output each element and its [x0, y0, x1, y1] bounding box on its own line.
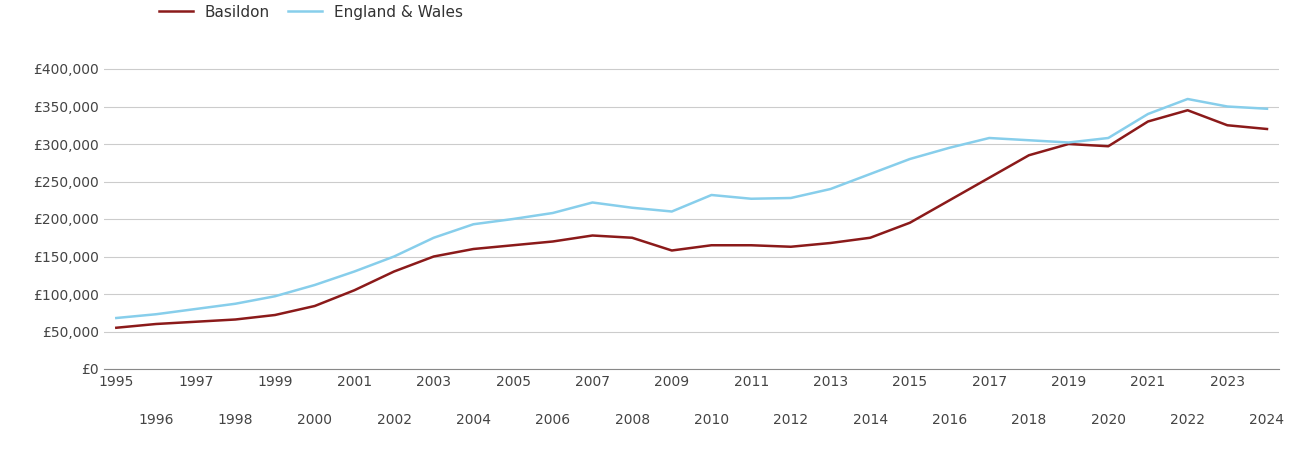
Basildon	[466, 246, 482, 252]
Text: 2020: 2020	[1091, 414, 1126, 428]
England & Wales	[108, 315, 124, 321]
England & Wales	[1141, 111, 1156, 117]
Basildon	[744, 243, 760, 248]
Text: 2012: 2012	[774, 414, 808, 428]
England & Wales	[942, 145, 958, 150]
England & Wales	[466, 221, 482, 227]
England & Wales	[149, 311, 164, 317]
England & Wales	[1180, 96, 1195, 102]
England & Wales	[545, 210, 561, 216]
Text: 2010: 2010	[694, 414, 729, 428]
England & Wales	[1100, 135, 1116, 141]
England & Wales	[624, 205, 639, 211]
Text: 1998: 1998	[218, 414, 253, 428]
Text: 1996: 1996	[138, 414, 174, 428]
England & Wales	[307, 282, 322, 288]
Basildon	[703, 243, 719, 248]
Basildon	[783, 244, 799, 249]
England & Wales	[386, 254, 402, 259]
England & Wales	[1219, 104, 1235, 109]
Basildon	[664, 248, 680, 253]
Basildon	[425, 254, 441, 259]
England & Wales	[1259, 106, 1275, 112]
Basildon	[902, 220, 917, 225]
England & Wales	[425, 235, 441, 240]
Basildon	[1100, 144, 1116, 149]
England & Wales	[347, 269, 363, 274]
Text: 2002: 2002	[377, 414, 411, 428]
England & Wales	[744, 196, 760, 202]
England & Wales	[822, 186, 838, 192]
Basildon	[545, 239, 561, 244]
Basildon	[863, 235, 878, 240]
Legend: Basildon, England & Wales: Basildon, England & Wales	[159, 5, 463, 20]
England & Wales	[227, 301, 243, 306]
Basildon	[981, 175, 997, 180]
England & Wales	[783, 195, 799, 201]
Text: 2014: 2014	[852, 414, 887, 428]
England & Wales	[1061, 140, 1077, 145]
England & Wales	[902, 156, 917, 162]
Text: 2006: 2006	[535, 414, 570, 428]
England & Wales	[268, 293, 283, 299]
Basildon	[307, 303, 322, 309]
Basildon	[386, 269, 402, 274]
Basildon	[227, 317, 243, 322]
England & Wales	[505, 216, 521, 222]
Basildon	[1061, 141, 1077, 147]
Line: Basildon: Basildon	[116, 110, 1267, 328]
Basildon	[1259, 126, 1275, 132]
England & Wales	[863, 171, 878, 177]
Text: 2022: 2022	[1171, 414, 1205, 428]
Text: 2024: 2024	[1249, 414, 1284, 428]
Text: 2018: 2018	[1011, 414, 1047, 428]
Text: 2008: 2008	[615, 414, 650, 428]
England & Wales	[703, 192, 719, 198]
Basildon	[149, 321, 164, 327]
England & Wales	[981, 135, 997, 141]
Basildon	[108, 325, 124, 330]
Basildon	[505, 243, 521, 248]
Basildon	[268, 312, 283, 318]
Text: 2004: 2004	[455, 414, 491, 428]
Basildon	[1219, 122, 1235, 128]
Text: 2016: 2016	[932, 414, 967, 428]
Line: England & Wales: England & Wales	[116, 99, 1267, 318]
England & Wales	[1021, 138, 1036, 143]
England & Wales	[664, 209, 680, 214]
Text: 2000: 2000	[298, 414, 333, 428]
Basildon	[1180, 108, 1195, 113]
Basildon	[942, 198, 958, 203]
Basildon	[624, 235, 639, 240]
Basildon	[188, 319, 204, 324]
England & Wales	[188, 306, 204, 312]
Basildon	[1141, 119, 1156, 124]
Basildon	[347, 288, 363, 293]
Basildon	[1021, 153, 1036, 158]
England & Wales	[585, 200, 600, 205]
Basildon	[585, 233, 600, 238]
Basildon	[822, 240, 838, 246]
